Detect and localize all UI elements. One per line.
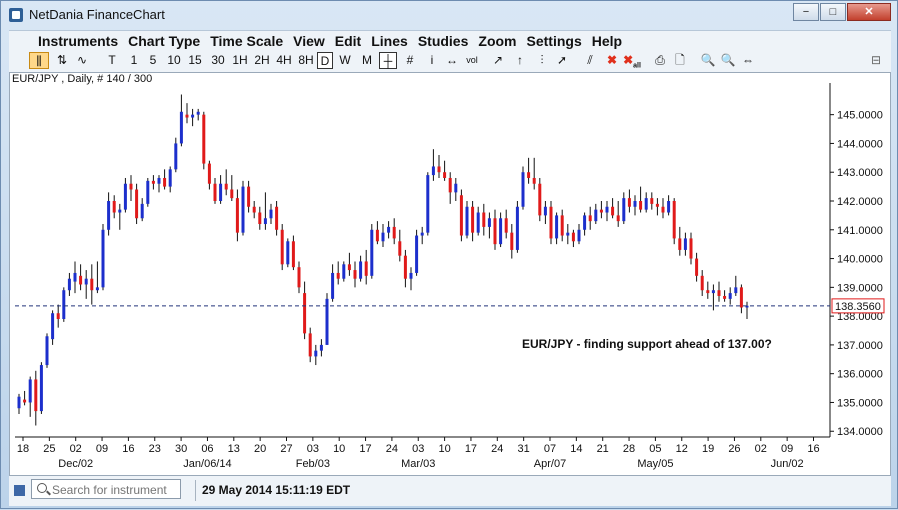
menu-zoom[interactable]: Zoom xyxy=(478,33,517,49)
timeframe-8h[interactable]: 8H xyxy=(298,53,314,67)
menu-bar: Instruments Chart Type Time Scale View Edit L… xyxy=(9,30,891,51)
menu-instruments[interactable]: Instruments xyxy=(38,33,119,49)
print-preview-icon[interactable]: 🗋 xyxy=(675,53,685,67)
print-icon[interactable]: ⎙ xyxy=(655,53,665,67)
menu: Instruments Chart Type Time Scale View Edit L… xyxy=(9,31,891,49)
fibonacci-icon[interactable]: ⫶ xyxy=(540,53,544,67)
window-title: NetDania FinanceChart xyxy=(29,7,165,22)
menu-settings[interactable]: Settings xyxy=(526,33,582,49)
timeframe-d[interactable]: D xyxy=(317,52,333,69)
timeframe-4h[interactable]: 4H xyxy=(276,53,292,67)
status-datetime: 29 May 2014 15:11:19 EDT xyxy=(202,483,351,497)
toolbar: ⫼ ⇅ ∿ T 1 5 10 15 30 1H 2H 4H 8H D W M ┼ # i ↔ vol ↗ ↑ ⫶ ➚ ⫽ ✖ ✖all… xyxy=(9,50,891,73)
pan-icon[interactable]: ↔ xyxy=(446,53,458,67)
chart-header: EUR/JPY , Daily, # 140 / 300 xyxy=(12,73,153,85)
candlestick-icon[interactable]: ⫼ xyxy=(29,52,49,69)
timeframe-t[interactable]: T xyxy=(108,53,116,67)
delete-all-icon[interactable]: ✖all xyxy=(623,53,641,70)
status-indicator-icon xyxy=(14,485,25,496)
search-icon xyxy=(37,483,47,493)
delete-all-label: all xyxy=(633,62,641,70)
parallel-lines-icon[interactable]: ⫽ xyxy=(587,53,593,67)
menu-edit[interactable]: Edit xyxy=(334,33,362,49)
timeframe-w[interactable]: W xyxy=(339,53,351,67)
timeframe-10[interactable]: 10 xyxy=(167,53,181,67)
menu-time-scale[interactable]: Time Scale xyxy=(210,33,284,49)
window-controls: − □ ✕ xyxy=(792,3,891,21)
line-chart-icon[interactable]: ∿ xyxy=(76,53,88,67)
timeframe-2h[interactable]: 2H xyxy=(254,53,270,67)
timeframe-5[interactable]: 5 xyxy=(149,53,157,67)
restore-button[interactable]: □ xyxy=(820,3,846,21)
chart-area[interactable] xyxy=(9,72,891,476)
timeframe-30[interactable]: 30 xyxy=(211,53,225,67)
crosshair-icon[interactable]: ┼ xyxy=(379,52,397,69)
zoom-out-icon[interactable]: 🔍 xyxy=(720,53,736,67)
timeframe-1h[interactable]: 1H xyxy=(232,53,248,67)
toolbar-overflow-icon[interactable]: ⊟ xyxy=(870,53,882,67)
menu-lines[interactable]: Lines xyxy=(371,33,408,49)
status-separator xyxy=(195,480,196,501)
status-bar: 29 May 2014 15:11:19 EDT xyxy=(9,476,891,506)
search-input[interactable] xyxy=(50,481,180,499)
timeframe-m[interactable]: M xyxy=(362,53,372,67)
vol-icon[interactable]: vol xyxy=(466,55,478,65)
close-button[interactable]: ✕ xyxy=(847,3,891,21)
grid-icon[interactable]: # xyxy=(406,53,414,67)
arrow-icon[interactable]: ➚ xyxy=(556,53,568,67)
trendline-icon[interactable]: ↗ xyxy=(492,53,504,67)
zoom-in-icon[interactable]: 🔍 xyxy=(700,53,716,67)
timeframe-15[interactable]: 15 xyxy=(188,53,202,67)
ohlc-bars-icon[interactable]: ⇅ xyxy=(56,53,68,67)
ray-icon[interactable]: ↑ xyxy=(517,53,523,67)
menu-studies[interactable]: Studies xyxy=(417,33,469,49)
zoom-fit-icon[interactable]: ⇔ xyxy=(742,53,754,67)
info-icon[interactable]: i xyxy=(430,53,434,67)
delete-icon[interactable]: ✖ xyxy=(606,53,618,67)
netdania-app-icon xyxy=(9,8,23,22)
menu-help[interactable]: Help xyxy=(591,33,623,49)
instrument-search[interactable] xyxy=(31,479,181,499)
timeframe-1[interactable]: 1 xyxy=(130,53,138,67)
title-bar: NetDania FinanceChart − □ ✕ xyxy=(1,1,897,29)
menu-view[interactable]: View xyxy=(293,33,325,49)
minimize-button[interactable]: − xyxy=(793,3,819,21)
menu-chart-type[interactable]: Chart Type xyxy=(128,33,201,49)
